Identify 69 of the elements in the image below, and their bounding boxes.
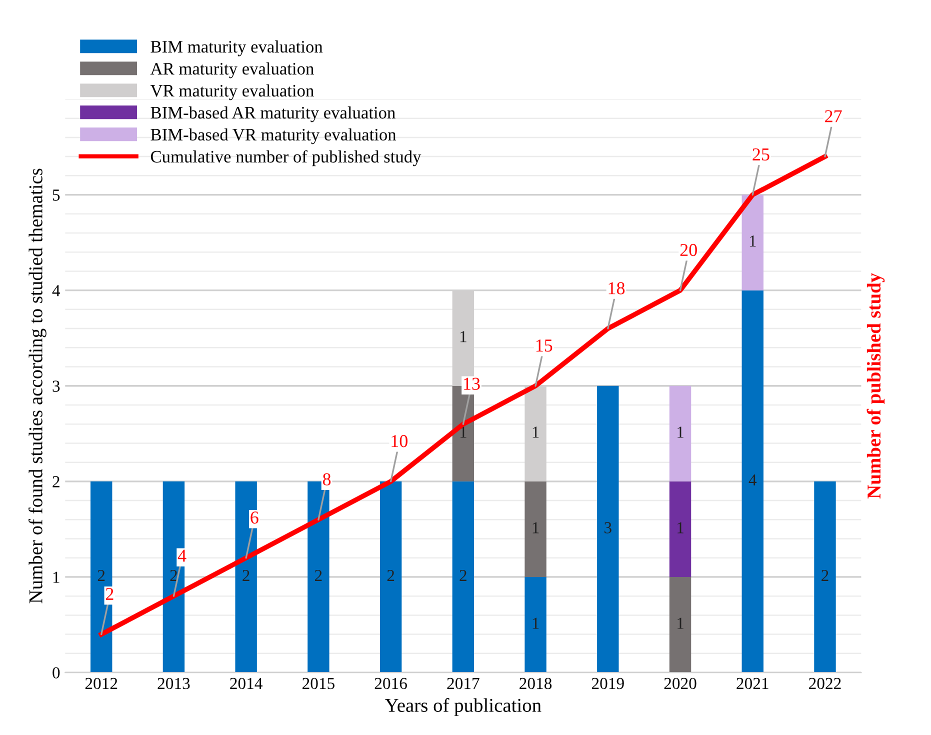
legend-label: BIM maturity evaluation: [150, 40, 323, 56]
data-label: 3: [604, 522, 612, 534]
data-label: 13: [464, 378, 480, 390]
bar: [90, 481, 112, 673]
y-tick-label: 3: [52, 380, 60, 392]
y-tick-label: 0: [52, 667, 60, 678]
data-label: 1: [678, 618, 684, 629]
bar: [597, 386, 619, 673]
bar: [524, 481, 546, 577]
data-label: 2: [822, 570, 828, 581]
data-label: 8: [322, 473, 331, 486]
data-label: 2: [460, 570, 466, 581]
x-axis-title: Years of publication: [384, 698, 542, 716]
data-label: 1: [678, 426, 684, 438]
y-tick-label: 2: [52, 476, 60, 488]
bar: [669, 576, 692, 673]
bar: [380, 481, 402, 673]
bar: [669, 481, 692, 577]
data-label: 2: [315, 570, 322, 581]
x-tick-label: 2018: [520, 678, 552, 690]
y-tick-label: 5: [52, 190, 60, 201]
x-tick-label: 2017: [447, 678, 480, 690]
bar: [742, 290, 764, 673]
data-label: 2: [106, 588, 114, 600]
data-label: 18: [608, 282, 625, 294]
y-axis-title: Number of found studies according to studied thematics: [28, 168, 46, 604]
bar: [162, 481, 185, 673]
legend-label: AR maturity evaluation: [150, 62, 314, 78]
data-label: 25: [752, 148, 770, 161]
data-label: 1: [532, 426, 539, 438]
data-label: 2: [242, 570, 250, 581]
x-tick-label: 2016: [374, 678, 407, 690]
data-label: 15: [536, 340, 552, 352]
legend-label: VR maturity evaluation: [150, 84, 314, 100]
data-label: 1: [532, 522, 539, 534]
legend-label: BIM-based VR maturity evaluation: [150, 128, 396, 144]
data-label: 20: [680, 244, 697, 256]
data-label: 2: [98, 570, 105, 581]
bar: [814, 481, 836, 673]
data-label: 2: [387, 570, 394, 581]
data-label: 1: [750, 236, 756, 247]
x-tick-label: 2015: [302, 678, 334, 690]
x-tick-label: 2020: [664, 678, 696, 690]
x-tick-label: 2012: [85, 678, 118, 690]
x-tick-label: 2013: [158, 678, 190, 690]
data-label: 4: [748, 474, 757, 486]
y-tick-label: 4: [52, 285, 60, 296]
data-label: 10: [392, 435, 408, 448]
legend-label: BIM-based AR maturity evaluation: [150, 106, 396, 122]
data-label: 1: [532, 618, 539, 629]
data-label: 1: [678, 522, 684, 534]
bar: [669, 386, 692, 482]
bar: [742, 194, 764, 290]
bar: [452, 481, 474, 673]
data-label: 4: [178, 550, 186, 562]
data-label: 6: [250, 512, 258, 524]
x-tick-label: 2019: [592, 678, 624, 690]
bar: [235, 481, 257, 673]
x-tick-label: 2021: [736, 678, 768, 690]
data-label: 1: [460, 331, 466, 342]
x-tick-label: 2014: [230, 678, 262, 690]
legend-label: Cumulative number of published study: [150, 150, 422, 166]
data-label: 1: [460, 426, 466, 438]
data-label: 27: [825, 110, 842, 122]
y2-axis-title: Number of published study: [866, 273, 885, 499]
bar: [524, 576, 546, 673]
y-tick-label: 1: [53, 572, 60, 583]
x-tick-label: 2022: [809, 678, 841, 690]
data-label: 2: [170, 570, 177, 581]
